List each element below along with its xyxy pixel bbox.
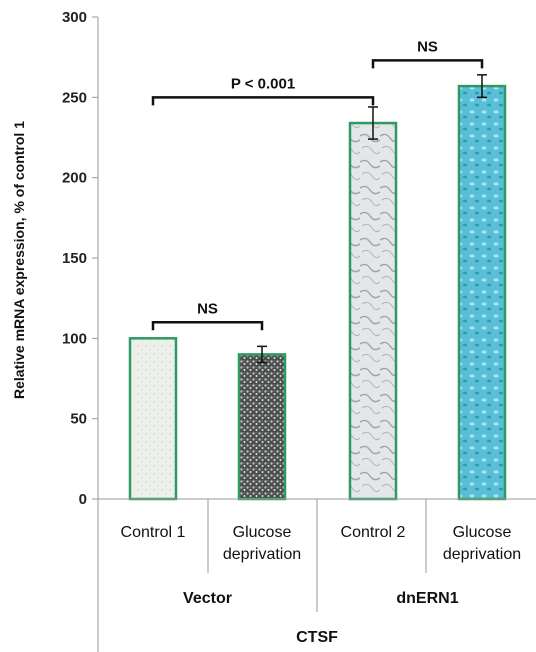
significance-label: NS	[197, 300, 218, 317]
bar	[457, 84, 507, 501]
significance-bracket	[151, 96, 375, 106]
bar	[128, 337, 178, 501]
group-label: dnERN1	[396, 590, 458, 607]
y-tick-label: 200	[62, 170, 87, 187]
significance-bracket	[151, 321, 264, 331]
x-category-label: Glucose	[453, 524, 512, 541]
significance-annotations: NS P < 0.001 NS	[151, 38, 484, 331]
y-tick-label: 300	[62, 9, 87, 26]
y-tick-label: 100	[62, 330, 87, 347]
y-axis: 0 50 100 150 200 250 300	[62, 9, 99, 652]
significance-bracket	[371, 59, 484, 69]
x-category-label: deprivation	[443, 546, 521, 563]
group-label: Vector	[183, 590, 232, 607]
bar	[348, 121, 398, 501]
y-axis-label: Relative mRNA expression, % of control 1	[11, 121, 27, 399]
y-tick-label: 0	[79, 491, 87, 508]
x-axis: Control 1 Glucose deprivation Control 2 Gluc…	[98, 498, 536, 646]
significance-label: P < 0.001	[231, 75, 295, 92]
super-group-label: CTSF	[296, 629, 338, 646]
x-category-label: Control 1	[121, 524, 186, 541]
y-tick-label: 50	[70, 411, 87, 428]
y-tick-label: 250	[62, 89, 87, 106]
bars-layer	[128, 74, 507, 501]
significance-label: NS	[417, 38, 438, 55]
y-tick-label: 150	[62, 250, 87, 267]
x-category-label: Glucose	[233, 524, 292, 541]
x-category-label: Control 2	[341, 524, 406, 541]
x-category-label: deprivation	[223, 546, 301, 563]
bar	[237, 353, 287, 501]
